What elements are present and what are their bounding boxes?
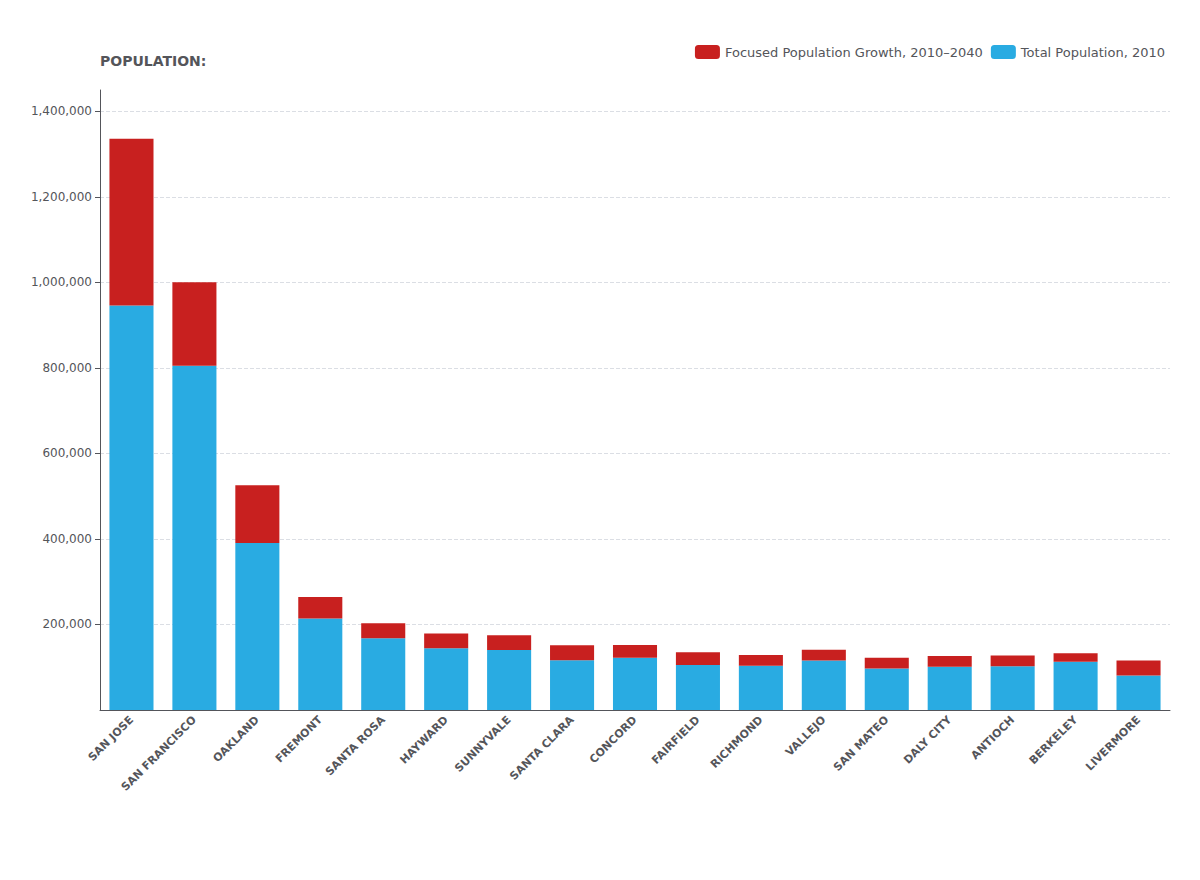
svg-text:Total Population, 2010: Total Population, 2010: [1020, 45, 1165, 60]
svg-text:FREMONT: FREMONT: [273, 713, 325, 765]
svg-text:OAKLAND: OAKLAND: [210, 713, 262, 765]
svg-text:BERKELEY: BERKELEY: [1027, 713, 1081, 767]
svg-text:SAN FRANCISCO: SAN FRANCISCO: [119, 713, 199, 793]
svg-text:VALLEJO: VALLEJO: [783, 713, 828, 758]
svg-text:ANTIOCH: ANTIOCH: [969, 713, 1018, 762]
svg-text:LIVERMORE: LIVERMORE: [1083, 713, 1143, 773]
svg-text:400,000: 400,000: [42, 532, 92, 546]
svg-text:600,000: 600,000: [42, 446, 92, 460]
svg-text:200,000: 200,000: [42, 617, 92, 631]
svg-text:HAYWARD: HAYWARD: [398, 713, 451, 766]
svg-text:Focused Population Growth, 201: Focused Population Growth, 2010–2040: [725, 45, 983, 60]
svg-text:POPULATION:: POPULATION:: [100, 53, 206, 69]
svg-text:SAN MATEO: SAN MATEO: [831, 713, 891, 773]
svg-text:1,000,000: 1,000,000: [31, 275, 92, 289]
svg-text:SAN JOSE: SAN JOSE: [86, 713, 136, 763]
svg-text:SUNNYVALE: SUNNYVALE: [452, 713, 513, 774]
svg-text:1,400,000: 1,400,000: [31, 104, 92, 118]
svg-text:RICHMOND: RICHMOND: [708, 713, 766, 771]
svg-text:SANTA ROSA: SANTA ROSA: [323, 713, 388, 778]
svg-text:1,200,000: 1,200,000: [31, 190, 92, 204]
svg-text:DALY CITY: DALY CITY: [901, 713, 955, 767]
svg-text:SANTA CLARA: SANTA CLARA: [507, 713, 577, 783]
svg-text:800,000: 800,000: [42, 361, 92, 375]
svg-text:CONCORD: CONCORD: [587, 713, 640, 766]
svg-text:FAIRFIELD: FAIRFIELD: [649, 713, 702, 766]
